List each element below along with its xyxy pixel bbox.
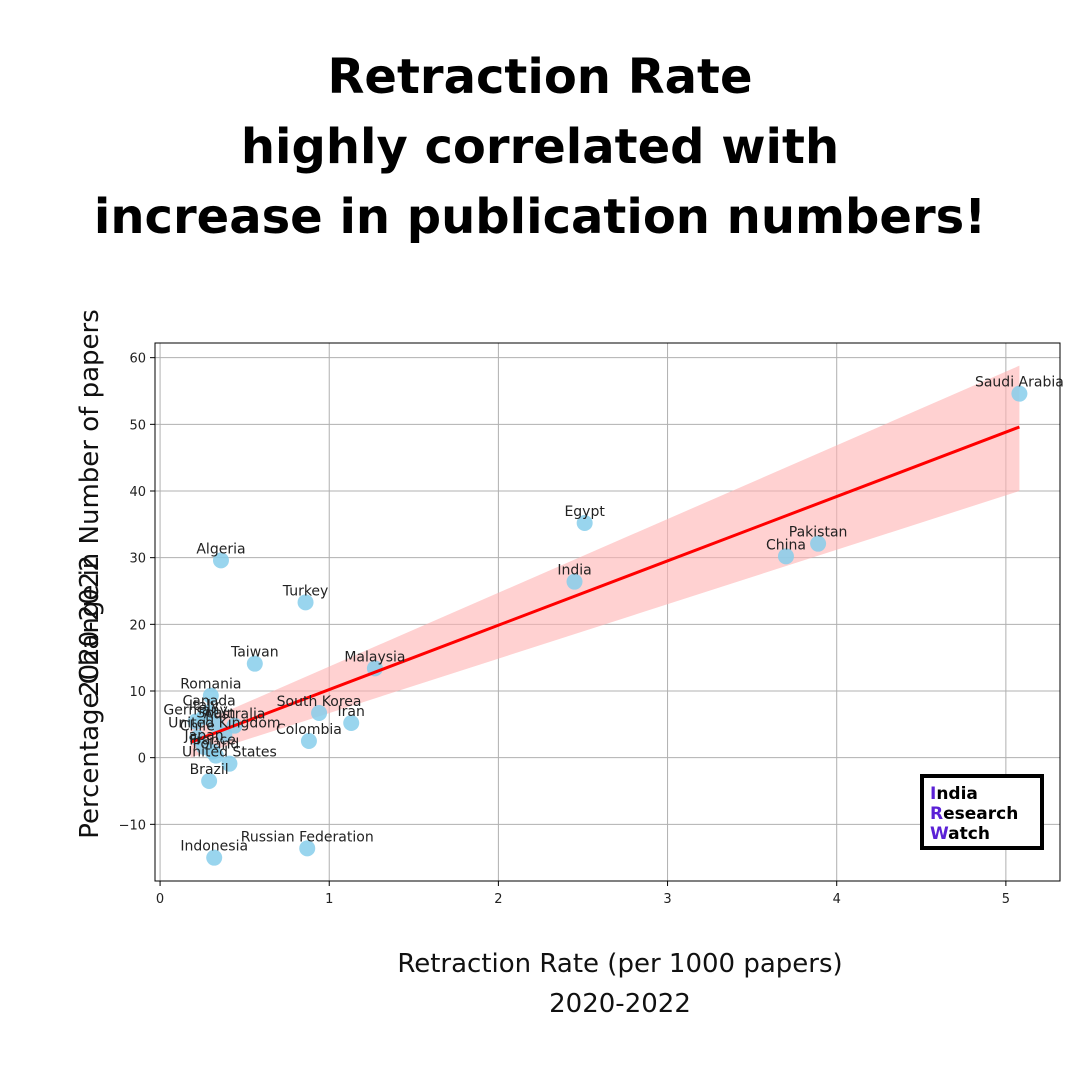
x-axis-label: Retraction Rate (per 1000 papers) 2020-2… — [360, 944, 880, 1024]
regression-line-layer — [189, 425, 1020, 744]
data-point — [201, 773, 218, 789]
title-line-2: highly correlated with — [240, 119, 840, 175]
data-point-label: Malaysia — [344, 649, 405, 665]
x-tick-label: 3 — [663, 892, 671, 907]
logo-line-3: Watch — [930, 824, 990, 844]
data-point-label: Russian Federation — [241, 829, 374, 845]
tick-layer: 0 1 2 3 4 5 −10 0 10 20 30 40 50 60 — [119, 352, 1010, 907]
data-point-label: Pakistan — [789, 525, 848, 541]
data-point — [246, 655, 263, 672]
data-point — [187, 713, 204, 730]
data-point — [221, 755, 238, 772]
data-point-label: Italy — [189, 698, 219, 714]
data-point-label: Canada — [182, 693, 235, 709]
y-tick-label: 50 — [129, 418, 146, 433]
data-point-label: South Korea — [277, 694, 362, 710]
data-point — [810, 535, 827, 552]
data-point-label: Algeria — [196, 541, 245, 557]
data-point — [206, 849, 223, 866]
data-point — [311, 705, 328, 721]
plot-frame — [154, 342, 1061, 882]
y-tick-label: 20 — [129, 618, 146, 633]
x-tick-label: 0 — [156, 892, 164, 907]
y-tick-label: 60 — [129, 352, 146, 367]
x-axis-label-line-1: Retraction Rate (per 1000 papers) — [397, 949, 843, 979]
x-axis-label-line-2: 2020-2022 — [549, 989, 691, 1019]
data-point-label: Egypt — [564, 504, 605, 520]
data-point-label: United States — [182, 745, 277, 761]
x-tick-label: 1 — [325, 892, 333, 907]
regression-line — [189, 425, 1020, 744]
y-tick-label: 0 — [138, 752, 146, 767]
point-layer — [187, 385, 1028, 866]
y-tick-label: 40 — [129, 485, 146, 500]
x-tick-label: 5 — [1002, 892, 1010, 907]
data-point-label: Colombia — [276, 722, 342, 738]
data-point-label: India — [557, 563, 591, 579]
data-point-label: Brazil — [190, 762, 229, 778]
page-title: Retraction Rate highly correlated with i… — [0, 42, 1080, 252]
data-point — [343, 715, 360, 731]
x-tick-label: 2 — [494, 892, 502, 907]
data-point-label: Poland — [193, 737, 240, 753]
data-point — [576, 515, 593, 531]
title-line-1: Retraction Rate — [327, 49, 753, 105]
confidence-band — [190, 365, 1020, 758]
data-point-label: Chile — [180, 719, 215, 735]
data-point-label: Indonesia — [180, 839, 248, 855]
data-point-label: Japan — [184, 728, 224, 744]
data-point-label: China — [766, 537, 806, 553]
data-point-label: Australia — [204, 707, 266, 723]
data-point-label: Romania — [180, 677, 241, 693]
data-point — [1011, 385, 1028, 402]
data-point — [297, 594, 314, 611]
data-point — [566, 573, 583, 590]
data-point-label: Spain — [196, 705, 235, 721]
data-point — [299, 840, 316, 857]
data-point-label: France — [189, 733, 236, 749]
confidence-band-layer — [190, 365, 1020, 758]
data-point-label: Iran — [338, 704, 365, 720]
logo-line-1: India — [930, 784, 978, 804]
x-tick-label: 4 — [833, 892, 841, 907]
data-point-label: United Kingdom — [168, 715, 280, 731]
data-point-label: Saudi Arabia — [975, 375, 1064, 391]
title-line-3: increase in publication numbers! — [93, 189, 987, 245]
logo-line-2: Research — [930, 804, 1019, 824]
y-tick-label: 10 — [129, 685, 146, 700]
y-tick-label: −10 — [119, 818, 146, 833]
data-point — [212, 552, 229, 569]
data-point-label: Germany — [163, 703, 227, 719]
data-point — [207, 747, 224, 764]
data-point-label: Turkey — [282, 583, 329, 599]
data-point — [300, 733, 317, 749]
y-tick-label: 30 — [129, 552, 146, 567]
data-point-label: Taiwan — [230, 645, 279, 661]
data-point — [777, 548, 794, 565]
data-point — [202, 687, 219, 704]
india-research-watch-logo: India Research Watch — [920, 774, 1044, 850]
